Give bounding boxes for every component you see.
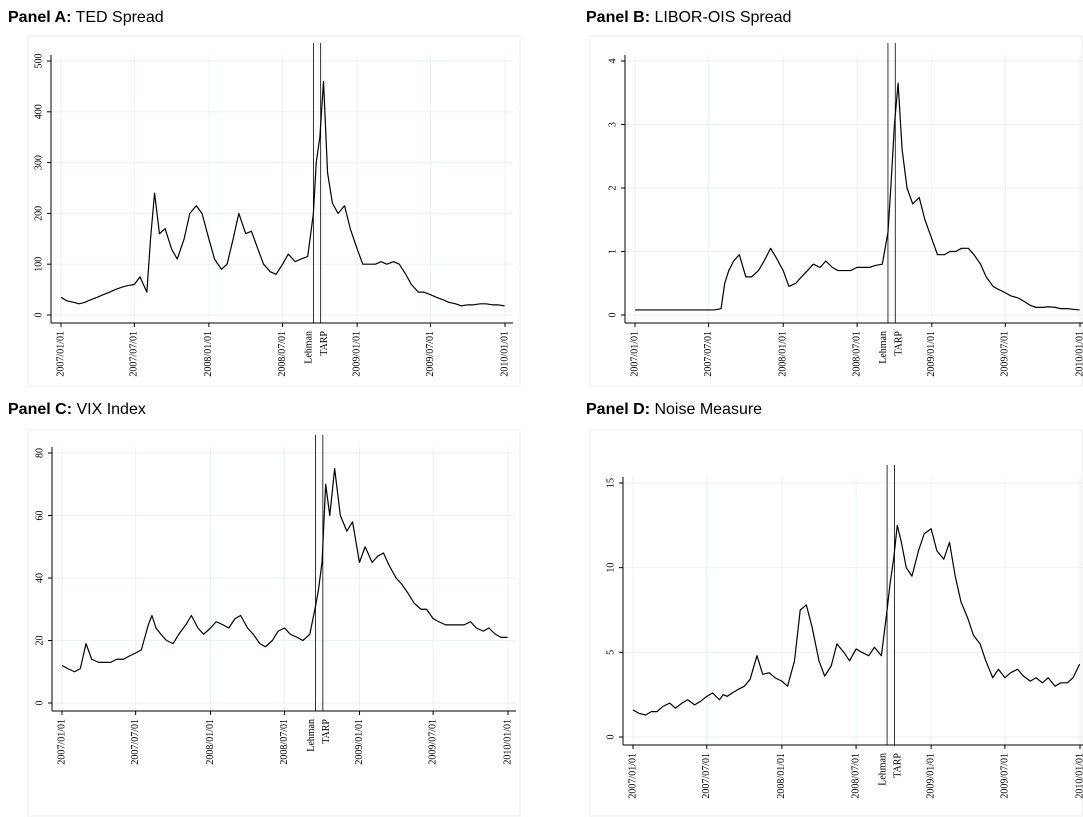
x-tick-label: 2009/07/01 bbox=[427, 719, 438, 765]
panel-frame bbox=[27, 35, 521, 387]
x-tick-label: 2010/01/01 bbox=[1074, 753, 1083, 799]
event-label: TARP bbox=[893, 753, 904, 778]
x-tick-label: 2008/01/01 bbox=[777, 331, 788, 377]
y-tick-label: 3 bbox=[607, 122, 618, 127]
x-tick-label: 2007/01/01 bbox=[627, 753, 638, 799]
y-tick-label: 200 bbox=[33, 206, 44, 221]
y-tick-label: 400 bbox=[33, 104, 44, 119]
x-tick-label: 2007/07/01 bbox=[130, 719, 141, 765]
panel: Panel D: Noise Measure 0 5 10 15 2007/01/01 20… bbox=[586, 401, 1083, 817]
x-tick-label: 2007/07/01 bbox=[129, 331, 140, 377]
x-tick-label: 2009/01/01 bbox=[354, 719, 365, 765]
y-tick-label: 500 bbox=[33, 54, 44, 69]
event-label: Lehman bbox=[877, 753, 888, 786]
panel-name: TED Spread bbox=[76, 9, 164, 26]
x-tick-label: 2008/01/01 bbox=[203, 331, 214, 377]
panel-frame bbox=[589, 429, 1083, 817]
y-tick-label: 2 bbox=[607, 186, 618, 191]
panel-name: LIBOR-OIS Spread bbox=[654, 9, 791, 26]
panel-title: Panel C: VIX Index bbox=[8, 401, 146, 418]
x-tick-label: 2007/01/01 bbox=[56, 719, 67, 765]
series-line bbox=[61, 468, 508, 673]
y-tick-label: 300 bbox=[33, 155, 44, 170]
x-tick-label: 2007/01/01 bbox=[629, 331, 640, 377]
y-tick-label: 10 bbox=[605, 563, 616, 573]
y-tick-label: 5 bbox=[605, 650, 616, 655]
x-tick-label: 2007/07/01 bbox=[703, 331, 714, 377]
event-label: TARP bbox=[321, 719, 332, 744]
panel: Panel A: TED Spread 0 100 200 300 400 500 2007/… bbox=[8, 9, 521, 387]
event-label: TARP bbox=[319, 331, 330, 356]
x-tick-label: 2008/07/01 bbox=[279, 719, 290, 765]
y-tick-label: 1 bbox=[607, 249, 618, 254]
panel-frame bbox=[27, 429, 521, 817]
x-tick-label: 2010/01/01 bbox=[502, 719, 513, 765]
x-tick-label: 2010/01/01 bbox=[1074, 331, 1083, 377]
y-tick-label: 80 bbox=[34, 448, 45, 458]
event-label: Lehman bbox=[306, 719, 317, 752]
x-tick-label: 2007/01/01 bbox=[55, 331, 66, 377]
x-tick-label: 2009/01/01 bbox=[925, 753, 936, 799]
panel-label: Panel B: bbox=[586, 9, 650, 26]
x-tick-label: 2009/01/01 bbox=[926, 331, 937, 377]
panel: Panel B: LIBOR-OIS Spread 0 1 2 3 4 2007/01/01… bbox=[586, 9, 1083, 387]
panel-frame bbox=[589, 35, 1083, 387]
y-tick-label: 60 bbox=[34, 511, 45, 521]
event-label: Lehman bbox=[304, 331, 315, 364]
event-label: TARP bbox=[894, 331, 905, 356]
series-line bbox=[632, 524, 1081, 716]
panel-title: Panel D: Noise Measure bbox=[586, 401, 762, 418]
x-tick-label: 2008/01/01 bbox=[205, 719, 216, 765]
x-tick-label: 2009/07/01 bbox=[999, 753, 1010, 799]
y-tick-label: 40 bbox=[34, 573, 45, 583]
panel-label: Panel A: bbox=[8, 9, 71, 26]
x-tick-label: 2008/07/01 bbox=[850, 753, 861, 799]
y-tick-label: 0 bbox=[605, 735, 616, 740]
y-tick-label: 15 bbox=[605, 478, 616, 488]
event-label: Lehman bbox=[878, 331, 889, 364]
panel-name: Noise Measure bbox=[654, 401, 762, 418]
y-tick-label: 100 bbox=[33, 257, 44, 272]
y-tick-label: 0 bbox=[34, 701, 45, 706]
y-tick-label: 0 bbox=[607, 313, 618, 318]
panel-title: Panel A: TED Spread bbox=[8, 9, 164, 26]
panel-title: Panel B: LIBOR-OIS Spread bbox=[586, 9, 791, 26]
panel-name: VIX Index bbox=[76, 401, 145, 418]
x-tick-label: 2008/01/01 bbox=[776, 753, 787, 799]
x-tick-label: 2009/01/01 bbox=[351, 331, 362, 377]
x-tick-label: 2009/07/01 bbox=[425, 331, 436, 377]
x-tick-label: 2010/01/01 bbox=[499, 331, 510, 377]
panel-label: Panel C: bbox=[8, 401, 72, 418]
x-tick-label: 2008/07/01 bbox=[851, 331, 862, 377]
x-tick-label: 2007/07/01 bbox=[701, 753, 712, 799]
series-line bbox=[60, 80, 505, 307]
y-tick-label: 0 bbox=[33, 313, 44, 318]
panel: Panel C: VIX Index 0 20 40 60 80 2007/01/01 200… bbox=[8, 401, 521, 817]
x-tick-label: 2008/07/01 bbox=[277, 331, 288, 377]
panel-label: Panel D: bbox=[586, 401, 650, 418]
series-line bbox=[635, 82, 1080, 311]
y-tick-label: 4 bbox=[607, 59, 618, 64]
x-tick-label: 2009/07/01 bbox=[1000, 331, 1011, 377]
y-tick-label: 20 bbox=[34, 636, 45, 646]
